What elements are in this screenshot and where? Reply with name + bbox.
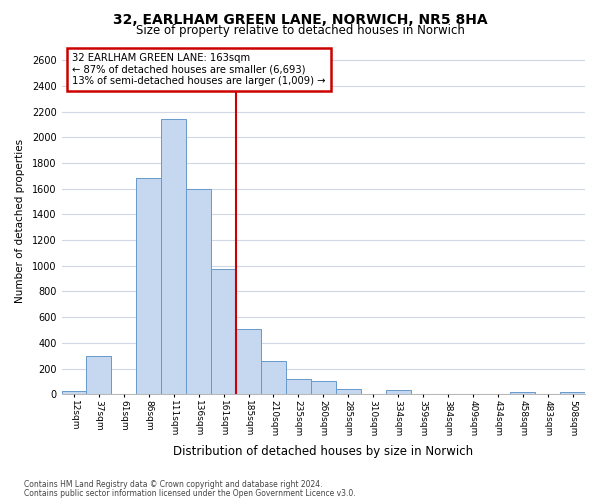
Bar	[336, 389, 361, 394]
Bar	[161, 120, 186, 394]
Text: Contains public sector information licensed under the Open Government Licence v3: Contains public sector information licen…	[24, 488, 356, 498]
Bar	[560, 392, 585, 394]
Y-axis label: Number of detached properties: Number of detached properties	[15, 139, 25, 303]
Bar	[86, 356, 112, 394]
Bar	[286, 379, 311, 394]
Bar	[186, 189, 211, 394]
Text: Size of property relative to detached houses in Norwich: Size of property relative to detached ho…	[136, 24, 464, 37]
Text: 32, EARLHAM GREEN LANE, NORWICH, NR5 8HA: 32, EARLHAM GREEN LANE, NORWICH, NR5 8HA	[113, 12, 487, 26]
X-axis label: Distribution of detached houses by size in Norwich: Distribution of detached houses by size …	[173, 444, 473, 458]
Bar	[510, 392, 535, 394]
Text: Contains HM Land Registry data © Crown copyright and database right 2024.: Contains HM Land Registry data © Crown c…	[24, 480, 323, 489]
Bar	[311, 382, 336, 394]
Bar	[136, 178, 161, 394]
Bar	[261, 362, 286, 394]
Bar	[211, 269, 236, 394]
Bar	[236, 328, 261, 394]
Bar	[62, 391, 86, 394]
Text: 32 EARLHAM GREEN LANE: 163sqm
← 87% of detached houses are smaller (6,693)
13% o: 32 EARLHAM GREEN LANE: 163sqm ← 87% of d…	[72, 52, 326, 86]
Bar	[386, 390, 410, 394]
